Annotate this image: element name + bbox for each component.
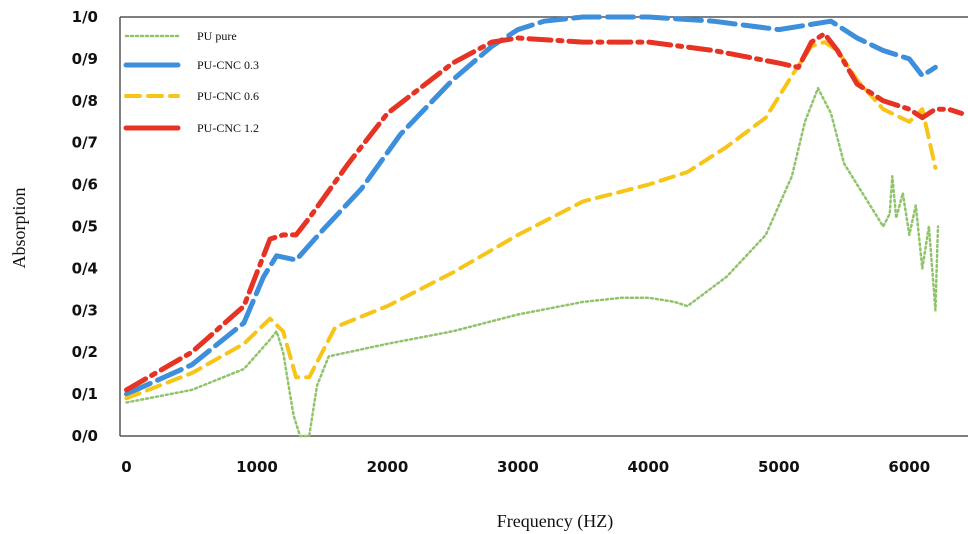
plot-frame <box>119 16 968 437</box>
series-lines <box>124 14 964 438</box>
x-tick-label: 0 <box>121 458 131 476</box>
series-line-pu-pure <box>125 86 940 438</box>
y-tick-label: 0/0 <box>72 427 98 445</box>
legend-label: PU-CNC 1.2 <box>197 121 259 135</box>
legend-label: PU pure <box>197 29 237 43</box>
y-axis-title: Absorption <box>9 188 29 269</box>
series-line-pu-cnc-0-3 <box>124 14 938 397</box>
x-axis-ticks: 0 1000 2000 3000 4000 5000 6000 <box>121 458 930 476</box>
legend: PU pure PU-CNC 0.3 PU-CNC 0.6 PU-CNC 1.2 <box>123 29 259 135</box>
y-axis-ticks: 0/0 0/1 0/2 0/3 0/4 0/5 0/6 0/7 0/8 0/9 1/0 <box>72 8 98 445</box>
y-tick-label: 0/6 <box>72 176 98 194</box>
legend-label: PU-CNC 0.6 <box>197 89 259 103</box>
x-axis-title: Frequency (HZ) <box>497 511 613 532</box>
y-tick-label: 1/0 <box>72 8 98 26</box>
x-tick-label: 3000 <box>497 458 539 476</box>
x-tick-label: 6000 <box>888 458 930 476</box>
x-tick-label: 2000 <box>367 458 409 476</box>
series-line-pu-cnc-1-2 <box>124 31 964 393</box>
y-tick-label: 0/4 <box>72 259 98 277</box>
x-tick-label: 5000 <box>758 458 800 476</box>
y-tick-label: 0/5 <box>72 218 98 236</box>
y-tick-label: 0/9 <box>72 50 98 68</box>
y-tick-label: 0/8 <box>72 92 98 110</box>
y-tick-label: 0/2 <box>72 343 98 361</box>
y-tick-label: 0/3 <box>72 301 98 319</box>
x-tick-label: 4000 <box>627 458 669 476</box>
y-tick-label: 0/7 <box>72 134 98 152</box>
y-tick-label: 0/1 <box>72 385 98 403</box>
legend-label: PU-CNC 0.3 <box>197 58 259 72</box>
x-tick-label: 1000 <box>236 458 278 476</box>
